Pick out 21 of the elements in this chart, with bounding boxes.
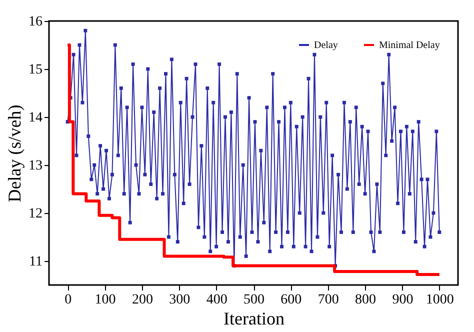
x-tick-label: 400: [206, 292, 228, 308]
y-tick-label: 13: [28, 158, 42, 174]
y-tick-label: 11: [29, 254, 42, 270]
x-tick-label: 800: [355, 292, 376, 308]
x-tick-label: 200: [132, 292, 153, 308]
legend-label: Minimal Delay: [379, 40, 440, 51]
x-tick-label: 600: [280, 292, 302, 308]
x-tick-label: 0: [64, 292, 72, 308]
x-axis-title: Iteration: [224, 308, 284, 328]
x-tick-label: 100: [94, 292, 116, 308]
x-tick-label: 700: [318, 292, 339, 308]
x-tick-label: 500: [244, 292, 264, 308]
y-tick-label: 12: [28, 206, 42, 222]
y-axis-title: Delay (s/veh): [4, 104, 24, 202]
y-tick-label: 14: [28, 110, 42, 126]
x-tick-label: 1000: [426, 292, 454, 308]
y-tick-label: 15: [28, 62, 42, 78]
x-tick-label: 300: [169, 292, 190, 308]
legend-label: Delay: [314, 40, 338, 51]
x-tick-label: 900: [392, 292, 414, 308]
y-tick-label: 16: [28, 14, 42, 30]
